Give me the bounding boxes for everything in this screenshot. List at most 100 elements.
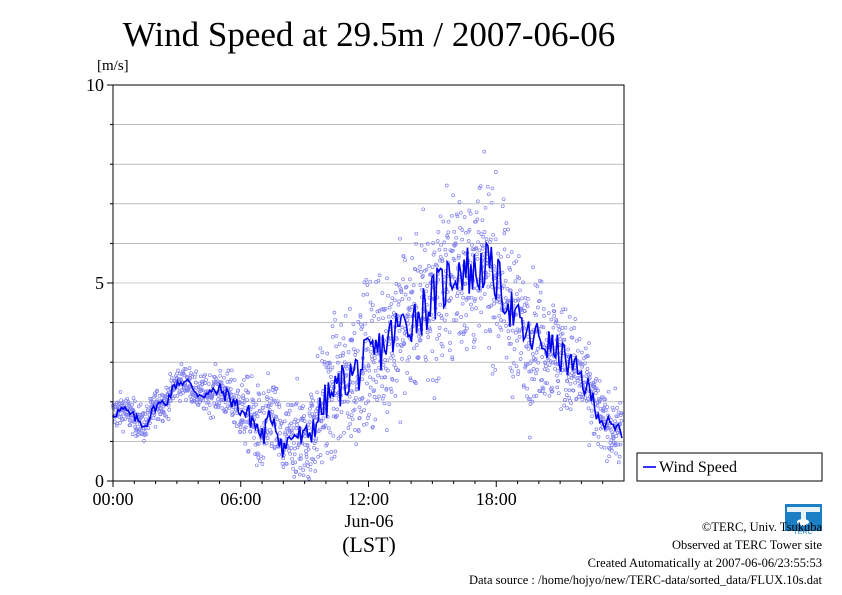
scatter-point: [474, 246, 479, 250]
scatter-point: [229, 368, 234, 373]
scatter-point: [353, 428, 357, 432]
scatter-point: [168, 372, 173, 376]
scatter-point: [474, 306, 478, 310]
scatter-point: [418, 338, 423, 342]
scatter-point: [354, 442, 359, 447]
scatter-point: [498, 318, 503, 322]
scatter-point: [279, 421, 284, 426]
scatter-point: [425, 330, 430, 335]
scatter-point: [410, 305, 414, 309]
scatter-point: [367, 392, 372, 397]
scatter-point: [492, 315, 497, 320]
scatter-point: [183, 367, 188, 371]
scatter-point: [324, 365, 329, 370]
scatter-point: [440, 353, 445, 358]
scatter-point: [430, 349, 435, 354]
scatter-point: [529, 359, 534, 364]
scatter-point: [310, 403, 315, 408]
scatter-point: [491, 364, 495, 368]
scatter-point: [151, 416, 156, 420]
scatter-point: [472, 339, 476, 344]
logo-drop: [797, 519, 809, 525]
scatter-point: [504, 324, 508, 328]
scatter-point: [335, 354, 340, 359]
scatter-point: [272, 398, 277, 403]
scatter-point: [536, 305, 540, 310]
scatter-point: [143, 412, 148, 416]
x-tick-label: 06:00: [220, 489, 261, 509]
scatter-point: [368, 300, 373, 305]
scatter-point: [590, 414, 594, 419]
scatter-point: [444, 312, 449, 317]
scatter-point: [519, 306, 524, 311]
terc-logo: TERC: [785, 504, 822, 536]
scatter-point: [326, 361, 330, 365]
scatter-point: [393, 298, 397, 303]
scatter-point: [452, 258, 457, 263]
scatter-point: [372, 356, 377, 361]
scatter-point: [502, 247, 507, 252]
scatter-point: [350, 338, 355, 343]
scatter-point: [313, 439, 318, 443]
scatter-point: [206, 382, 211, 386]
scatter-point: [361, 293, 366, 297]
scatter-point: [524, 301, 529, 306]
chart-title: Wind Speed at 29.5m / 2007-06-06: [123, 15, 615, 54]
scatter-point: [326, 426, 331, 431]
scatter-point: [473, 246, 478, 251]
scatter-point: [541, 325, 546, 330]
scatter-point: [485, 184, 490, 189]
scatter-point: [613, 419, 617, 424]
scatter-point: [545, 368, 550, 373]
scatter-point: [396, 282, 401, 287]
scatter-point: [270, 388, 275, 392]
scatter-point: [509, 341, 513, 346]
scatter-point: [563, 325, 568, 330]
scatter-point: [419, 270, 423, 274]
scatter-point: [585, 354, 590, 359]
scatter-point: [266, 389, 271, 393]
scatter-point: [331, 433, 336, 438]
scatter-point: [333, 317, 337, 322]
scatter-point: [423, 354, 428, 359]
scatter-point: [383, 375, 388, 379]
scatter-point: [513, 279, 518, 284]
scatter-point: [307, 426, 311, 430]
scatter-point: [459, 291, 464, 296]
scatter-point: [274, 414, 278, 419]
scatter-point: [352, 407, 357, 412]
scatter-point: [504, 221, 509, 225]
scatter-point: [471, 332, 476, 337]
scatter-point: [218, 369, 223, 373]
scatter-point: [300, 418, 305, 423]
scatter-point: [369, 354, 374, 359]
scatter-point: [549, 352, 553, 357]
scatter-point: [336, 436, 341, 441]
scatter-point: [496, 334, 501, 338]
scatter-point: [488, 268, 493, 272]
scatter-point: [380, 291, 385, 295]
scatter-point: [258, 409, 262, 414]
scatter-point: [386, 314, 391, 319]
scatter-point: [490, 186, 495, 191]
scatter-point: [232, 378, 237, 382]
scatter-point: [251, 398, 256, 403]
scatter-point: [206, 400, 211, 404]
scatter-point: [609, 438, 614, 442]
scatter-point: [225, 371, 230, 376]
scatter-point: [544, 364, 548, 369]
scatter-point: [330, 324, 335, 328]
scatter-point: [372, 388, 377, 393]
scatter-point: [586, 406, 591, 411]
scatter-point: [601, 406, 606, 411]
scatter-point: [534, 371, 538, 376]
scatter-point: [298, 453, 303, 458]
scatter-point: [219, 380, 224, 385]
scatter-point: [159, 406, 163, 411]
scatter-point: [524, 361, 528, 366]
scatter-point: [392, 363, 397, 368]
scatter-point: [499, 254, 503, 259]
scatter-point: [350, 390, 355, 395]
scatter-point: [361, 371, 365, 376]
scatter-point: [381, 363, 386, 367]
